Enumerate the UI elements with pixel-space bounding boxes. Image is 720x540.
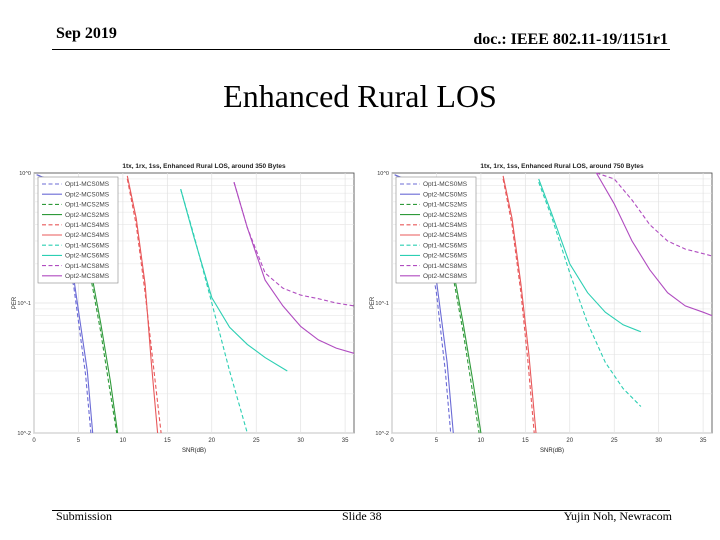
footer-slide-number: Slide 38 [342, 509, 382, 523]
legend-label: Opt1-MCS2MS [65, 202, 110, 209]
series-line-opt1-mcs6ms [538, 182, 642, 407]
per-chart-750-bytes: 0 5 10 15 20 25 30 35 10^0 10^-1 10^-2 1tx, 1rx, 1s… [370, 163, 713, 454]
y-tick-label: 10^0 [19, 171, 31, 177]
legend-label: Opt2-MCS8MS [65, 273, 110, 280]
legend-label: Opt1-MCS0MS [65, 181, 110, 188]
x-tick-label: 20 [566, 438, 573, 444]
legend-label: Opt2-MCS4MS [423, 232, 468, 239]
header-doc-number: doc.: IEEE 802.11-19/1151r1 [473, 31, 668, 48]
series-line-opt2-mcs6ms [538, 178, 642, 333]
legend-label: Opt1-MCS6MS [423, 242, 468, 249]
series-line-opt2-mcs4ms [502, 175, 537, 434]
y-tick-label: 10^-2 [17, 431, 31, 437]
x-tick-label: 0 [390, 438, 394, 444]
footer-author: Yujin Noh, Newracom [563, 509, 672, 523]
chart-title: 1tx, 1rx, 1ss, Enhanced Rural LOS, aroun… [122, 163, 286, 170]
x-tick-label: 25 [253, 438, 260, 444]
x-tick-label: 10 [120, 438, 127, 444]
y-axis-label: PER [370, 296, 376, 309]
x-tick-label: 30 [655, 438, 662, 444]
legend-label: Opt1-MCS4MS [65, 222, 110, 229]
y-tick-label: 10^-1 [375, 301, 389, 307]
legend-label: Opt2-MCS2MS [65, 212, 110, 219]
series-line-opt1-mcs8ms [596, 172, 713, 257]
legend-label: Opt1-MCS4MS [423, 222, 468, 229]
y-tick-label: 10^-2 [375, 431, 389, 437]
legend-label: Opt2-MCS6MS [423, 253, 468, 260]
legend-label: Opt2-MCS0MS [423, 191, 468, 198]
x-tick-label: 5 [435, 438, 439, 444]
x-tick-label: 15 [522, 438, 529, 444]
x-tick-label: 30 [297, 438, 304, 444]
slide-title: Enhanced Rural LOS [223, 78, 497, 114]
x-tick-label: 35 [342, 438, 349, 444]
legend-label: Opt2-MCS8MS [423, 273, 468, 280]
series-line-opt2-mcs4ms [126, 175, 159, 434]
chart-title: 1tx, 1rx, 1ss, Enhanced Rural LOS, aroun… [480, 163, 644, 170]
x-tick-label: 5 [77, 438, 81, 444]
legend-label: Opt2-MCS0MS [65, 191, 110, 198]
footer-divider [52, 510, 670, 511]
x-axis-label: SNR(dB) [540, 448, 564, 454]
series-line-opt1-mcs4ms [502, 178, 535, 434]
x-tick-label: 20 [208, 438, 215, 444]
series-line-opt2-mcs6ms [180, 189, 288, 372]
per-chart-350-bytes: 0 5 10 15 20 25 30 35 10^0 10^-1 10^-2 1tx, 1rx, 1s… [12, 163, 355, 454]
series-line-opt1-mcs4ms [126, 178, 162, 434]
legend-label: Opt2-MCS4MS [65, 232, 110, 239]
y-axis-label: PER [12, 296, 18, 309]
x-tick-label: 10 [478, 438, 485, 444]
y-tick-label: 10^0 [377, 171, 389, 177]
header-divider [52, 49, 670, 50]
x-tick-label: 0 [32, 438, 36, 444]
legend-label: Opt1-MCS8MS [423, 263, 468, 270]
y-tick-label: 10^-1 [17, 301, 31, 307]
series-line-opt2-mcs8ms [233, 182, 355, 354]
legend-label: Opt1-MCS8MS [65, 263, 110, 270]
legend-label: Opt1-MCS6MS [65, 242, 110, 249]
header-date: Sep 2019 [56, 25, 117, 42]
x-axis-label: SNR(dB) [182, 448, 206, 454]
footer-submission: Submission [56, 509, 113, 523]
legend-label: Opt2-MCS2MS [423, 212, 468, 219]
legend-label: Opt1-MCS0MS [423, 181, 468, 188]
legend-label: Opt2-MCS6MS [65, 253, 110, 260]
series-line-opt2-mcs8ms [595, 172, 713, 317]
x-tick-label: 15 [164, 438, 171, 444]
x-tick-label: 35 [700, 438, 707, 444]
x-tick-label: 25 [611, 438, 618, 444]
legend-label: Opt1-MCS2MS [423, 202, 468, 209]
series-line-opt1-mcs6ms [180, 189, 248, 434]
